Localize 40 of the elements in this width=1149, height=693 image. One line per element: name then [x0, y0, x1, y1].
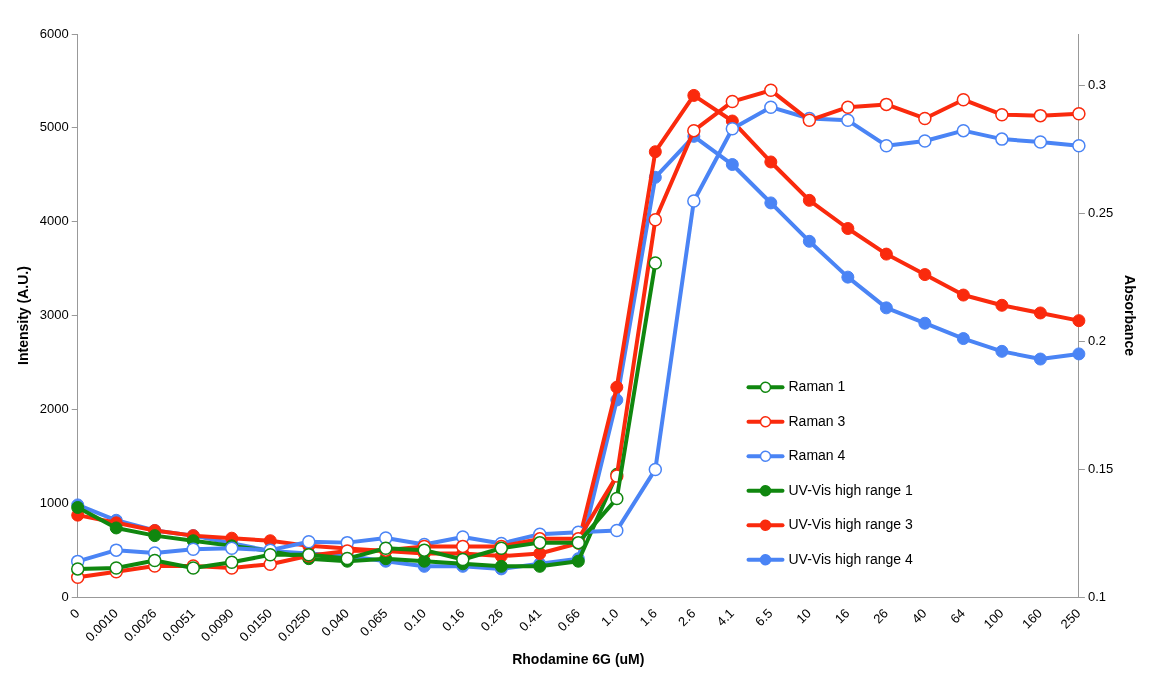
y-tick-label: 2000: [39, 400, 69, 416]
legend-label: UV-Vis high range 1: [788, 481, 913, 498]
y2-tick-label: 0.2: [1087, 332, 1106, 348]
x-tick-label: 10: [793, 605, 814, 627]
y-tick-label: 1000: [39, 494, 69, 510]
legend-label: UV-Vis high range 3: [788, 516, 913, 533]
x-tick-label: 2.6: [675, 605, 699, 629]
x-tick-label: 1.6: [636, 605, 660, 629]
x-tick-label: 0: [66, 605, 83, 622]
x-tick-label: 0.26: [477, 605, 506, 635]
x-axis-title: Rhodamine 6G (uM): [512, 651, 645, 668]
y2-tick-label: 0.1: [1087, 588, 1106, 604]
x-tick-label: 250: [1057, 605, 1084, 632]
x-tick-label: 0.41: [515, 605, 545, 635]
x-tick-label: 6.5: [752, 605, 776, 629]
x-tick-label: 100: [980, 605, 1007, 632]
y-tick-label: 4000: [39, 213, 69, 229]
x-tick-label: 0.16: [438, 605, 468, 635]
x-tick-label: 0.10: [400, 605, 429, 635]
x-tick-label: 64: [947, 605, 969, 627]
y2-tick-label: 0.15: [1087, 460, 1114, 476]
x-tick-label: 4.1: [713, 605, 737, 629]
y-axis-title: Intensity (A.U.): [15, 266, 32, 365]
y-tick-label: 6000: [39, 25, 69, 41]
legend-label: Raman 1: [788, 378, 846, 395]
legend-label: UV-Vis high range 4: [788, 550, 913, 567]
y-tick-label: 0: [61, 588, 69, 604]
x-tick-label: 1.0: [598, 605, 622, 629]
y2-axis-title: Absorbance: [1121, 275, 1138, 357]
y-tick-label: 3000: [39, 307, 69, 323]
x-tick-label: 0.66: [554, 605, 583, 635]
x-tick-label: 16: [831, 605, 853, 627]
y2-tick-label: 0.3: [1087, 76, 1106, 92]
y2-tick-label: 0.25: [1087, 204, 1114, 220]
legend-label: Raman 3: [788, 412, 846, 429]
x-tick-label: 160: [1019, 605, 1046, 632]
x-tick-label: 26: [870, 605, 892, 627]
legend-label: Raman 4: [788, 447, 846, 464]
y-tick-label: 5000: [39, 119, 69, 135]
x-tick-label: 40: [908, 605, 930, 627]
